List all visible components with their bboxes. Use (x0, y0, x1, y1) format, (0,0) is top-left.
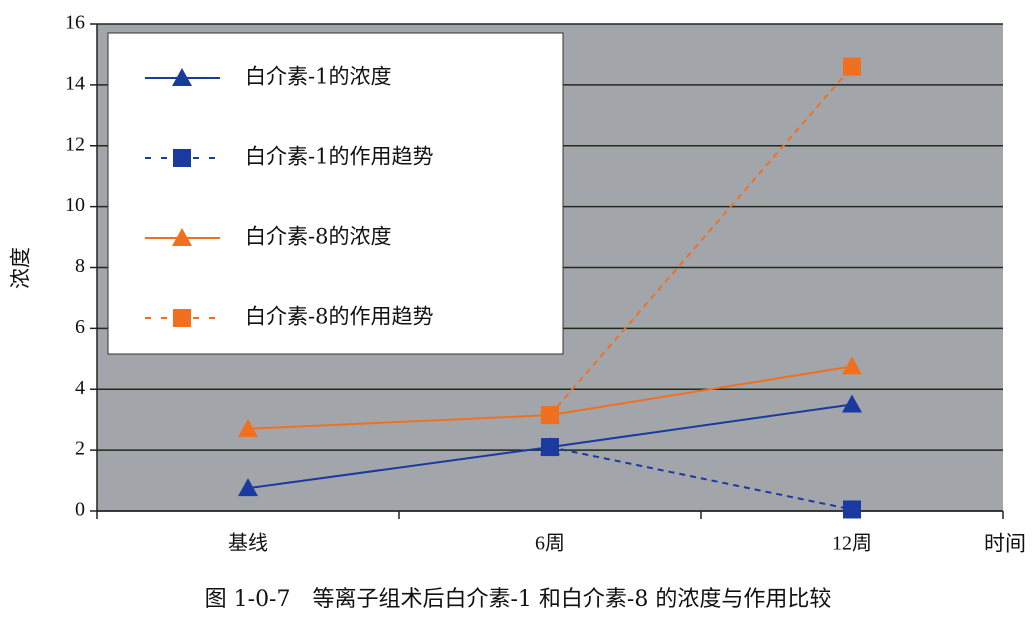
legend-marker (172, 228, 192, 246)
legend-box (107, 32, 564, 355)
legend-label: 白介素-1的作用趋势 (245, 145, 433, 169)
y-tick-label: 10 (65, 194, 85, 216)
y-tick-label: 8 (75, 255, 85, 277)
y-tick-label: 0 (75, 499, 85, 521)
legend-marker (173, 309, 191, 327)
data-point (238, 478, 258, 497)
data-point (842, 394, 862, 413)
legend-label: 白介素-1的浓度 (245, 65, 391, 89)
data-point (540, 405, 560, 424)
data-point (238, 418, 258, 437)
x-axis-label: 时间 (984, 532, 1026, 556)
x-tick-label: 6周 (535, 533, 565, 555)
data-point (843, 500, 861, 519)
data-point (540, 437, 560, 456)
x-tick-label: 基线 (228, 532, 268, 555)
y-tick-label: 2 (75, 438, 85, 460)
legend-label: 白介素-8的作用趋势 (245, 305, 433, 329)
y-tick-label: 6 (75, 316, 85, 338)
y-tick-label: 12 (65, 133, 85, 155)
y-tick-label: 16 (65, 12, 85, 34)
legend-marker (173, 149, 191, 167)
data-point (842, 356, 862, 375)
y-tick-label: 4 (75, 377, 85, 399)
caption: 图 1-0-7 等离子组术后白介素-1 和白介素-8 的浓度与作用比较 (205, 587, 832, 612)
y-axis-label: 浓度 (9, 247, 33, 289)
x-tick-label: 12周 (832, 533, 872, 555)
legend-marker (172, 68, 192, 86)
series-line (549, 446, 853, 511)
data-point (843, 57, 861, 76)
legend-label: 白介素-8的浓度 (245, 225, 391, 249)
y-tick-label: 14 (65, 72, 85, 94)
